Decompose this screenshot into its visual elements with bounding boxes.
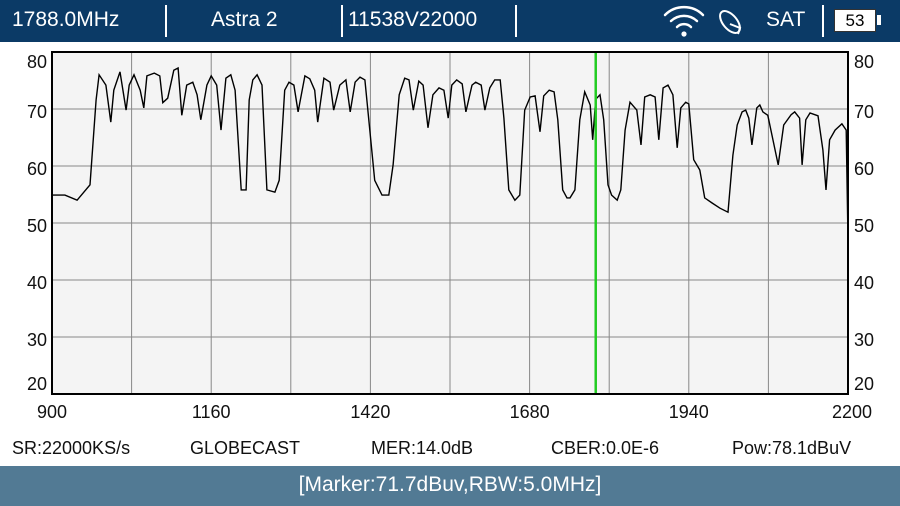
y-tick-label-right: 20 xyxy=(854,374,874,394)
frequency-readout[interactable]: 1788.0MHz xyxy=(12,8,120,31)
y-tick-label-right: 50 xyxy=(854,216,874,236)
y-tick-label-left: 70 xyxy=(27,102,47,122)
wifi-icon xyxy=(663,5,705,37)
y-axis-right: 80 70 60 50 40 30 20 xyxy=(854,52,874,394)
y-tick-label-right: 60 xyxy=(854,159,874,179)
x-tick-label: 1420 xyxy=(350,402,390,422)
power-value: Pow:78.1dBuV xyxy=(732,438,852,458)
y-tick-label-left: 40 xyxy=(27,273,47,293)
divider xyxy=(165,5,167,37)
y-tick-label-left: 20 xyxy=(27,374,47,394)
y-tick-label-left: 60 xyxy=(27,159,47,179)
battery-tip xyxy=(877,15,881,25)
y-tick-label-right: 30 xyxy=(854,330,874,350)
symbol-rate: SR:22000KS/s xyxy=(12,438,131,458)
x-axis: 900 1160 1420 1680 1940 2200 xyxy=(37,402,872,422)
divider xyxy=(341,5,343,37)
x-tick-label: 2200 xyxy=(832,402,872,422)
transponder-readout[interactable]: 11538V22000 xyxy=(348,8,478,31)
y-tick-label-right: 80 xyxy=(854,52,874,72)
x-tick-label: 900 xyxy=(37,402,67,422)
grid xyxy=(52,52,848,394)
provider-name: GLOBECAST xyxy=(190,438,301,458)
y-tick-label-right: 40 xyxy=(854,273,874,293)
plot-frame xyxy=(51,51,849,395)
battery-icon: 53 xyxy=(834,9,876,32)
cber-value: CBER:0.0E-6 xyxy=(551,438,660,458)
mer-value: MER:14.0dB xyxy=(371,438,474,458)
top-status-bar: 1788.0MHz Astra 2 11538V22000 SAT 53 xyxy=(0,0,900,42)
signal-info-row: SR:22000KS/s GLOBECAST MER:14.0dB CBER:0… xyxy=(0,436,900,462)
y-axis-left: 80 70 60 50 40 30 20 xyxy=(27,52,47,394)
divider xyxy=(515,5,517,37)
x-tick-label: 1160 xyxy=(192,402,231,422)
divider xyxy=(822,5,824,37)
mode-label[interactable]: SAT xyxy=(766,8,806,31)
x-tick-label: 1940 xyxy=(669,402,709,422)
y-tick-label-left: 30 xyxy=(27,330,47,350)
y-tick-label-right: 70 xyxy=(854,102,874,122)
y-tick-label-left: 50 xyxy=(27,216,47,236)
x-tick-label: 1680 xyxy=(510,402,550,422)
y-tick-label-left: 80 xyxy=(27,52,47,72)
satellite-name[interactable]: Astra 2 xyxy=(211,8,278,31)
spectrum-trace xyxy=(52,66,849,241)
satellite-dish-icon xyxy=(719,10,742,35)
spectrum-chart[interactable]: 80 70 60 50 40 30 20 80 70 60 50 40 30 20 900 1160 142… xyxy=(0,42,900,436)
marker-status-bar: [Marker:71.7dBuv,RBW:5.0MHz] xyxy=(0,466,900,506)
